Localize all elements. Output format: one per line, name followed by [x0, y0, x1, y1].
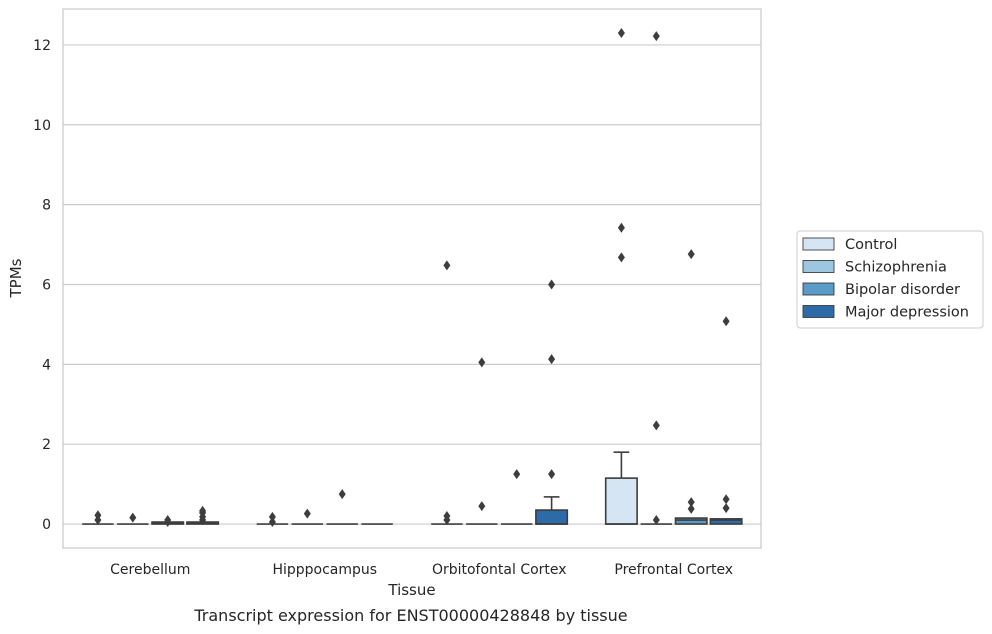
outlier-point: [513, 469, 521, 480]
outlier-point: [687, 497, 695, 508]
box: [674, 517, 708, 525]
outlier-point: [687, 503, 695, 514]
box: [709, 518, 743, 525]
y-tick-label: 6: [42, 277, 51, 293]
plot-marks: [82, 27, 743, 528]
y-tick-label: 10: [33, 118, 51, 134]
legend-swatch: [802, 282, 835, 296]
outlier-point: [652, 420, 660, 431]
outlier-point: [303, 508, 311, 519]
box: [604, 477, 638, 525]
chart-title: Transcript expression for ENST0000042884…: [194, 606, 628, 625]
outlier-point: [443, 511, 451, 522]
outlier-point: [617, 252, 625, 263]
x-tick-label: Orbitofontal Cortex: [432, 562, 567, 578]
legend: Control Schizophrenia Bipolar disorder Majo…: [796, 230, 984, 329]
x-tick-label: Hipppocampus: [272, 562, 377, 578]
grid-lines: [63, 44, 761, 525]
outlier-point: [687, 249, 695, 260]
box: [535, 509, 569, 525]
legend-swatch: [802, 305, 835, 318]
outlier-point: [548, 354, 556, 365]
legend-label: Control: [845, 237, 897, 253]
x-tick-labels: Cerebellum Hipppocampus Orbitofontal Corte…: [110, 562, 733, 578]
x-axis-label: Tissue: [387, 581, 435, 599]
y-axis-label: TPMs: [7, 258, 25, 298]
outlier-point: [268, 517, 276, 528]
y-tick-label: 4: [42, 357, 51, 373]
outlier-point: [617, 27, 625, 38]
y-tick-label: 2: [42, 437, 51, 453]
outlier-point: [94, 510, 102, 521]
legend-label: Major depression: [845, 305, 969, 321]
x-tick-label: Cerebellum: [110, 562, 190, 578]
legend-label: Schizophrenia: [845, 260, 947, 276]
outlier-point: [478, 357, 486, 368]
x-tick-label: Prefrontal Cortex: [614, 562, 733, 578]
outlier-point: [722, 316, 730, 327]
plot-frame: [62, 8, 762, 549]
outlier-point: [129, 512, 137, 523]
outlier-point: [617, 222, 625, 233]
outlier-point: [268, 511, 276, 522]
y-tick-label: 12: [33, 38, 51, 54]
y-tick-label: 8: [42, 198, 51, 214]
outlier-point: [548, 279, 556, 290]
y-tick-label: 0: [42, 517, 51, 533]
outlier-point: [338, 489, 346, 500]
outlier-point: [722, 503, 730, 514]
legend-label: Bipolar disorder: [845, 282, 960, 298]
legend-swatch: [802, 260, 835, 273]
legend-swatch: [802, 237, 835, 251]
outlier-point: [199, 505, 207, 516]
outlier-point: [548, 469, 556, 480]
outlier-point: [443, 260, 451, 271]
y-tick-labels: 0 2 4 6 8 10 12: [33, 38, 51, 533]
outlier-point: [652, 31, 660, 42]
outlier-point: [652, 515, 660, 526]
outlier-point: [478, 501, 486, 512]
outlier-point: [164, 515, 172, 526]
outlier-point: [722, 494, 730, 505]
legend-frame: [796, 230, 984, 329]
